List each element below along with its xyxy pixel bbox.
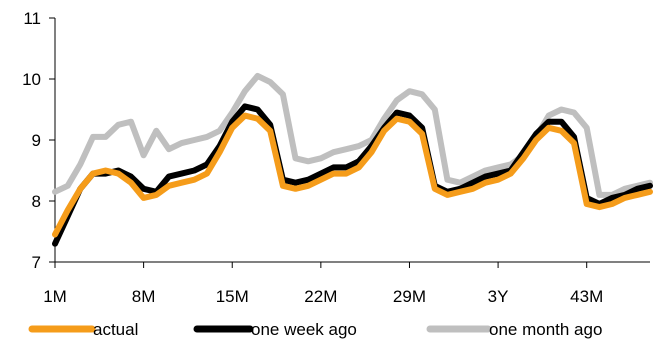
- tick-labels: 7 8 9 10 11 1M 8M 15M 22M 29M 3Y 43M: [22, 9, 603, 306]
- y-tick-label: 10: [22, 70, 41, 89]
- legend-item-actual: actual: [28, 320, 138, 339]
- legend-item-one-month-ago: one month ago: [426, 320, 602, 339]
- chart-axes: [49, 17, 650, 268]
- x-tick-label: 1M: [43, 287, 67, 306]
- x-tick-label: 29M: [393, 287, 426, 306]
- x-tick-label: 3Y: [488, 287, 509, 306]
- legend-label: one month ago: [489, 320, 602, 339]
- x-tick-label: 43M: [570, 287, 603, 306]
- legend-label: actual: [93, 320, 138, 339]
- series-line-one-month-ago: [52, 72, 653, 198]
- y-tick-label: 7: [32, 253, 41, 272]
- series-layer: [52, 72, 653, 247]
- legend: actual one week ago one month ago: [28, 320, 602, 339]
- x-tick-label: 8M: [132, 287, 156, 306]
- series-line-one-week-ago: [52, 103, 653, 247]
- x-tick-label: 15M: [216, 287, 249, 306]
- x-tick-label: 22M: [304, 287, 337, 306]
- y-tick-label: 9: [32, 131, 41, 150]
- y-tick-label: 11: [23, 9, 41, 28]
- legend-label: one week ago: [251, 320, 357, 339]
- legend-item-one-week-ago: one week ago: [193, 320, 357, 339]
- y-tick-label: 8: [32, 192, 41, 211]
- series-line-actual: [52, 112, 653, 238]
